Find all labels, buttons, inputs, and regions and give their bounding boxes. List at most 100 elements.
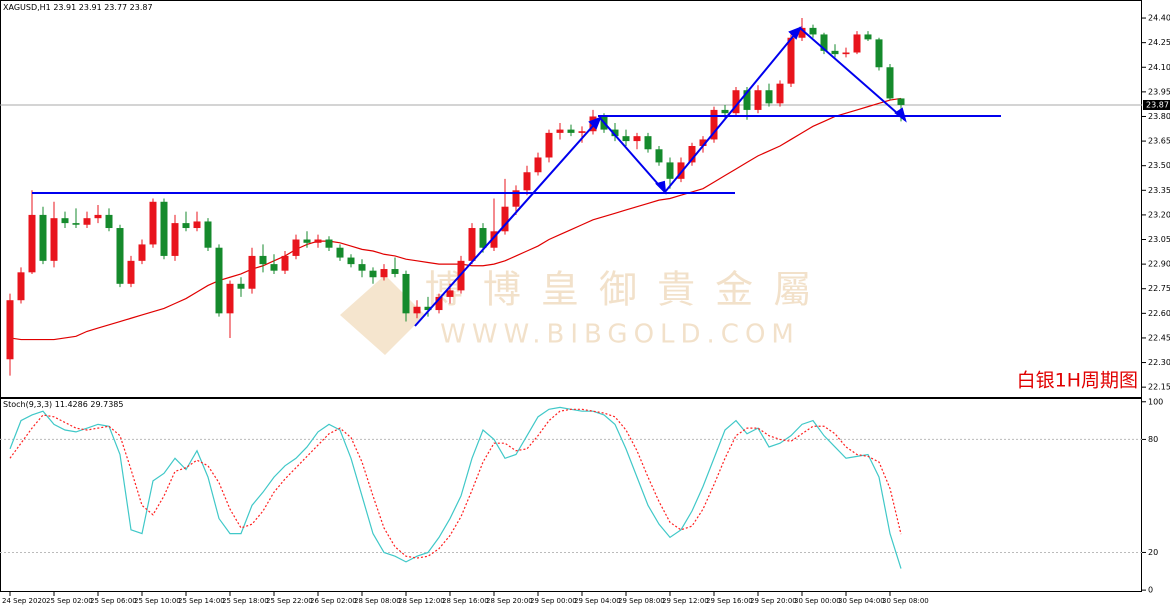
candle-body — [149, 201, 157, 245]
candle-body — [39, 214, 47, 261]
x-tick-label: 29 Sep 16:00 — [706, 597, 753, 605]
candle-body — [534, 157, 542, 173]
x-tick-label: 29 Sep 08:00 — [618, 597, 665, 605]
candle-body — [677, 162, 685, 179]
candle-body — [347, 257, 355, 265]
candle-body — [633, 136, 641, 142]
candle-body — [116, 228, 124, 284]
y-tick-label: 23.35 — [1148, 186, 1170, 195]
candle-body — [523, 172, 531, 191]
y-tick-label: 100 — [1148, 397, 1163, 406]
candle-body — [259, 255, 267, 265]
candle-body — [787, 37, 795, 84]
last-close: 23.87 — [130, 3, 153, 12]
price-box-label: 23.87 — [1146, 100, 1169, 109]
candle-body — [358, 264, 366, 271]
candle-body — [226, 283, 234, 314]
candle-body — [160, 201, 168, 256]
candle-body — [512, 190, 520, 207]
candle-body — [127, 260, 135, 284]
candle-body — [897, 98, 905, 105]
stoch-name: Stoch(9,3,3) — [3, 400, 52, 409]
candle-body — [666, 162, 674, 179]
x-tick-label: 25 Sep 02:00 — [46, 597, 93, 605]
candle-body — [479, 228, 487, 248]
candle-body — [622, 136, 630, 142]
y-tick-label: 24.25 — [1148, 38, 1170, 47]
candle-body — [831, 50, 839, 55]
stoch-panel — [0, 398, 1142, 592]
x-tick-label: 29 Sep 00:00 — [530, 597, 577, 605]
candle-body — [765, 90, 773, 104]
candle-body — [732, 90, 740, 114]
candle-body — [424, 306, 432, 311]
candle-body — [391, 269, 399, 274]
x-tick-label: 26 Sep 02:00 — [310, 597, 357, 605]
candle-body — [721, 109, 729, 114]
candle-body — [556, 129, 564, 133]
series-line — [9, 97, 902, 341]
candle-body — [50, 218, 58, 261]
stoch-header: Stoch(9,3,3) 11.4286 29.7385 — [3, 400, 123, 409]
candle-body — [809, 27, 817, 35]
last-open: 23.91 — [53, 3, 76, 12]
stoch-signal-last: 29.7385 — [90, 400, 123, 409]
x-tick-label: 28 Sep 20:00 — [486, 597, 533, 605]
candle-body — [743, 90, 751, 110]
candle-body — [655, 149, 663, 163]
candle-body — [501, 206, 509, 232]
candle-body — [567, 129, 575, 133]
candle-body — [94, 214, 102, 219]
candle-body — [281, 255, 289, 271]
y-tick-label: 24.40 — [1148, 14, 1170, 23]
candle-body — [413, 306, 421, 314]
y-tick-label: 23.05 — [1148, 235, 1170, 244]
candle-body — [61, 218, 69, 224]
candle-body — [138, 244, 146, 261]
candle-body — [182, 223, 190, 229]
arrow — [894, 107, 907, 123]
candle-body — [776, 83, 784, 104]
symbol: XAGUSD,H1 — [3, 3, 51, 12]
y-tick-label: 22.75 — [1148, 284, 1170, 293]
candle-body — [28, 214, 36, 273]
candle-body — [204, 221, 212, 248]
x-tick-label: 29 Sep 20:00 — [750, 597, 797, 605]
arrow — [655, 180, 667, 195]
last-high: 23.91 — [79, 3, 102, 12]
watermark-url: WWW.BIBGOLD.COM — [440, 320, 800, 350]
arrow — [588, 116, 602, 130]
last-low: 23.77 — [104, 3, 127, 12]
candle-body — [314, 239, 322, 243]
candle-body — [303, 239, 311, 243]
candle-body — [292, 239, 300, 256]
y-tick-label: 22.30 — [1148, 358, 1170, 367]
annotation: 白银1H周期图 — [1017, 370, 1138, 392]
y-tick-label: 22.15 — [1148, 383, 1170, 392]
candle-body — [699, 139, 707, 147]
candle-body — [644, 136, 652, 150]
x-tick-label: 25 Sep 10:00 — [134, 597, 181, 605]
candle-body — [842, 52, 850, 55]
candle-body — [6, 300, 14, 360]
x-tick-label: 30 Sep 08:00 — [882, 597, 929, 605]
candle-body — [798, 27, 806, 38]
candle-body — [369, 270, 377, 278]
candle-body — [83, 218, 91, 225]
candle-body — [435, 296, 443, 311]
x-tick-label: 28 Sep 08:00 — [354, 597, 401, 605]
candle-body — [578, 131, 586, 133]
candle-body — [875, 39, 883, 68]
x-tick-label: 30 Sep 04:00 — [838, 597, 885, 605]
x-tick-label: 28 Sep 16:00 — [442, 597, 489, 605]
arrow — [788, 26, 802, 40]
price-box — [1143, 99, 1170, 110]
x-tick-label: 28 Sep 12:00 — [398, 597, 445, 605]
candle-body — [820, 34, 828, 51]
candle-body — [325, 239, 333, 248]
x-tick-label: 30 Sep 00:00 — [794, 597, 841, 605]
candle-body — [710, 109, 718, 140]
y-tick-label: 23.20 — [1148, 210, 1170, 219]
